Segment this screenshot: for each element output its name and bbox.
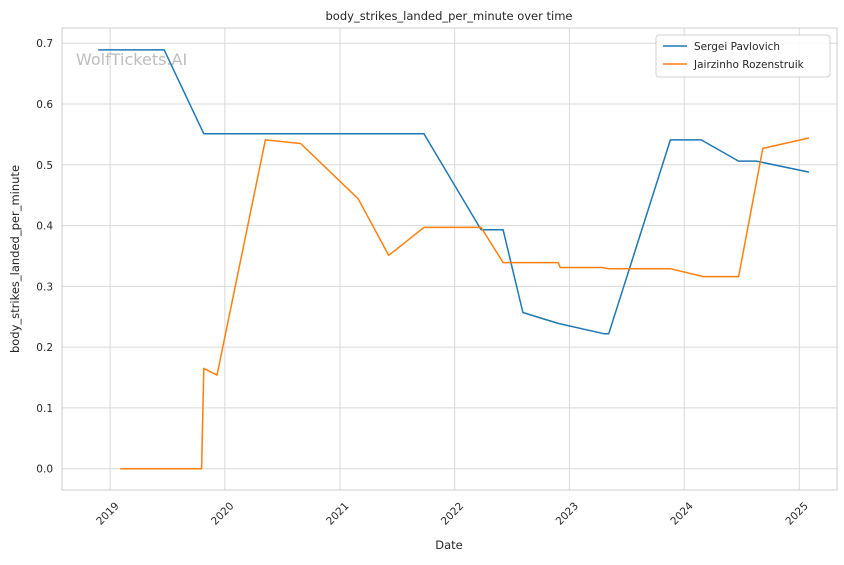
y-tick-label: 0.0 [36,464,53,476]
x-axis-label: Date [435,538,463,552]
y-tick-label: 0.6 [36,99,53,111]
legend-label-sergei: Sergei Pavlovich [694,41,780,53]
plot-frame [61,27,838,491]
chart-title: body_strikes_landed_per_minute over time [326,9,573,23]
y-tick-label: 0.4 [36,221,53,233]
series-line-jairzinho-rozenstruik [120,137,810,470]
series-layer [98,49,810,470]
grid [62,28,837,490]
y-tick-label: 0.5 [36,160,53,172]
y-tick-label: 0.3 [36,281,53,293]
y-tick-label: 0.1 [36,403,53,415]
series-line-sergei-pavlovich [98,49,810,335]
watermark-text: WolfTickets.AI [76,50,187,69]
y-axis-label: body_strikes_landed_per_minute [8,165,22,353]
y-tick-label: 0.2 [36,342,53,354]
legend: Sergei Pavlovich Jairzinho Rozenstruik [655,34,831,78]
legend-label-jairzinho: Jairzinho Rozenstruik [693,59,805,71]
y-tick-label: 0.7 [36,38,53,50]
